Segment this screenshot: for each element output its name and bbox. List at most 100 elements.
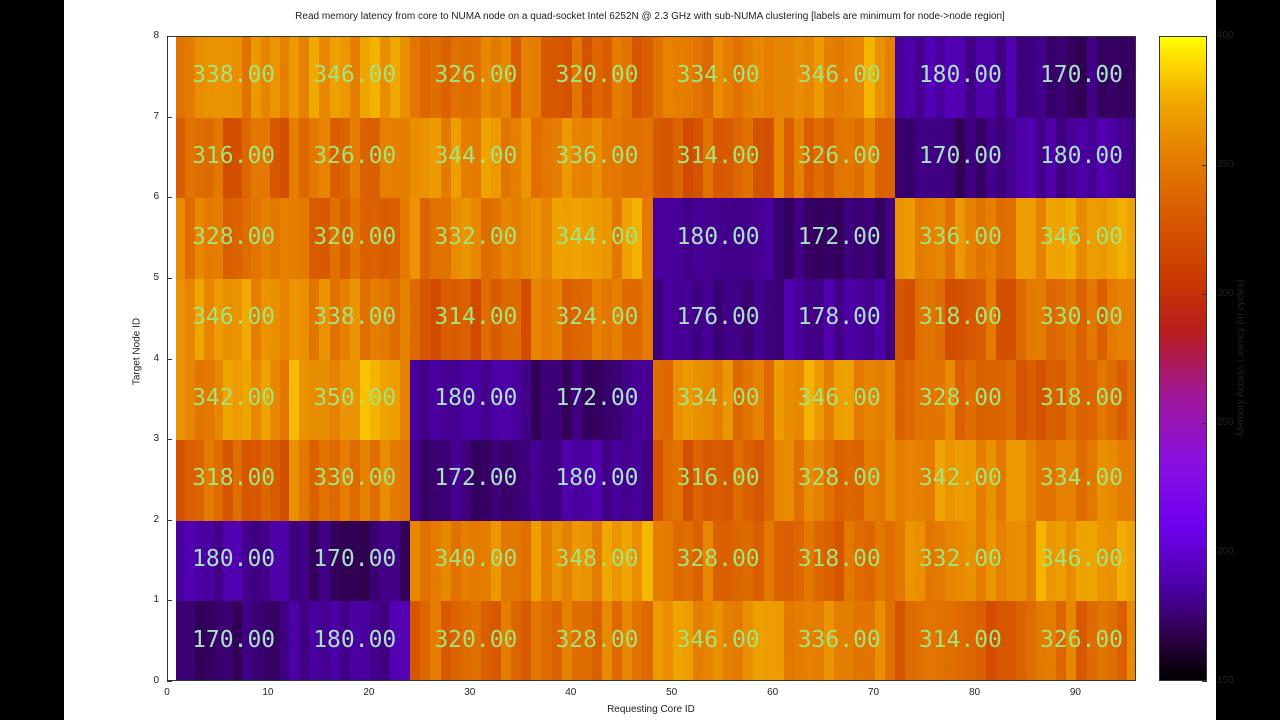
heatmap-cell <box>289 198 411 279</box>
heatmap-cell <box>773 359 895 441</box>
heatmap-cell <box>652 198 774 279</box>
chart-title: Read memory latency from core to NUMA no… <box>295 11 1005 22</box>
y-tick-mark <box>167 439 172 441</box>
heatmap-cell <box>531 278 653 360</box>
heatmap-cell <box>894 601 1016 680</box>
heatmap-cell <box>410 278 532 360</box>
y-tick-label: 6 <box>153 191 159 203</box>
heatmap-cell <box>176 117 290 199</box>
heatmap-cell <box>652 117 774 199</box>
heatmap-cell <box>773 520 895 602</box>
y-tick-label: 3 <box>153 433 159 445</box>
x-tick-label: 10 <box>262 687 274 698</box>
x-tick-label: 0 <box>164 687 170 698</box>
heatmap-cell <box>773 278 895 360</box>
heatmap-cell <box>176 198 290 279</box>
y-tick-label: 8 <box>153 30 159 41</box>
y-tick-label: 7 <box>153 110 159 122</box>
heatmap-cell <box>289 278 411 360</box>
heatmap-cell <box>652 601 774 680</box>
y-tick-label: 5 <box>153 271 159 283</box>
heatmap-cell <box>773 601 895 680</box>
x-tick-label: 40 <box>565 687 577 698</box>
colorbar-tick-mark <box>1202 294 1207 295</box>
heatmap-cell <box>289 359 411 441</box>
heatmap-cell <box>652 37 774 118</box>
colorbar-tick-mark <box>1202 681 1207 682</box>
heatmap-plot-area: 170.00 180.00 320.00 328.00 346.00 336.00 314.… <box>167 36 1136 681</box>
y-tick-mark <box>167 116 172 118</box>
heatmap-cell <box>289 601 411 680</box>
y-axis-label: Target Node ID <box>131 317 143 386</box>
colorbar-tick-label: 300 <box>1217 288 1234 299</box>
heatmap-cell <box>531 198 653 279</box>
chart-canvas: Read memory latency from core to NUMA no… <box>64 0 1247 720</box>
x-tick-label: 30 <box>464 687 476 698</box>
x-tick-label: 70 <box>868 687 880 698</box>
colorbar-tick-label: 150 <box>1217 675 1234 686</box>
y-tick-mark <box>167 600 172 602</box>
heatmap-cell <box>773 37 895 118</box>
heatmap-cell <box>773 198 895 279</box>
heatmap-cell <box>531 601 653 680</box>
heatmap-cell <box>410 198 532 279</box>
y-tick-mark <box>167 277 172 279</box>
heatmap-cell <box>1015 278 1135 360</box>
heatmap-cell <box>773 440 895 521</box>
heatmap-cell <box>652 440 774 521</box>
heatmap-cell <box>652 359 774 441</box>
y-tick-mark <box>167 519 172 521</box>
heatmap-cell <box>410 601 532 680</box>
heatmap-cell <box>410 520 532 602</box>
colorbar-tick-label: 200 <box>1217 546 1234 557</box>
heatmap-cell <box>176 601 290 680</box>
heatmap-cell <box>531 117 653 199</box>
heatmap-cell <box>531 37 653 118</box>
colorbar-tick-mark <box>1202 36 1207 37</box>
colorbar-tick-label: 400 <box>1217 30 1234 41</box>
heatmap-cell <box>1015 37 1135 118</box>
heatmap-cell <box>894 37 1016 118</box>
y-tick-label: 2 <box>153 513 159 525</box>
heatmap-cell <box>176 359 290 441</box>
heatmap-cell <box>289 37 411 118</box>
y-tick-label: 0 <box>153 675 159 686</box>
heatmap-cell <box>894 198 1016 279</box>
heatmap-cell <box>894 359 1016 441</box>
heatmap-cell <box>1015 198 1135 279</box>
heatmap-cell <box>1015 520 1135 602</box>
colorbar-label: Memory Access Latency (in cycles) <box>1235 279 1247 436</box>
y-tick-mark <box>167 358 172 360</box>
heatmap-cell <box>176 520 290 602</box>
x-tick-label: 50 <box>666 687 678 698</box>
heatmap-cell <box>652 278 774 360</box>
x-tick-label: 20 <box>363 687 375 698</box>
x-tick-label: 60 <box>767 687 779 698</box>
heatmap-cell <box>531 440 653 521</box>
heatmap-cell <box>289 117 411 199</box>
x-tick-label: 80 <box>968 687 981 698</box>
heatmap-cell <box>410 440 532 521</box>
heatmap-cell <box>894 440 1016 521</box>
heatmap-cell <box>1015 117 1135 199</box>
heatmap-cell <box>894 117 1016 199</box>
y-tick-label: 4 <box>153 352 159 364</box>
colorbar-tick-label: 250 <box>1217 417 1234 428</box>
colorbar <box>1159 36 1207 681</box>
heatmap-cell <box>410 37 532 118</box>
colorbar-tick-label: 350 <box>1217 159 1234 170</box>
heatmap-cell <box>289 520 411 602</box>
x-axis-label: Requesting Core ID <box>607 704 695 715</box>
heatmap-cell <box>773 117 895 199</box>
y-tick-mark <box>167 681 172 682</box>
y-tick-mark <box>167 36 172 37</box>
heatmap-cell <box>176 440 290 521</box>
heatmap-cell <box>289 440 411 521</box>
heatmap-cell <box>652 520 774 602</box>
colorbar-tick-mark <box>1202 165 1207 166</box>
colorbar-tick-mark <box>1202 552 1207 553</box>
heatmap-cell <box>1015 440 1135 521</box>
y-tick-label: 1 <box>153 594 159 606</box>
heatmap-cell <box>1015 359 1135 441</box>
heatmap-cell <box>531 520 653 602</box>
